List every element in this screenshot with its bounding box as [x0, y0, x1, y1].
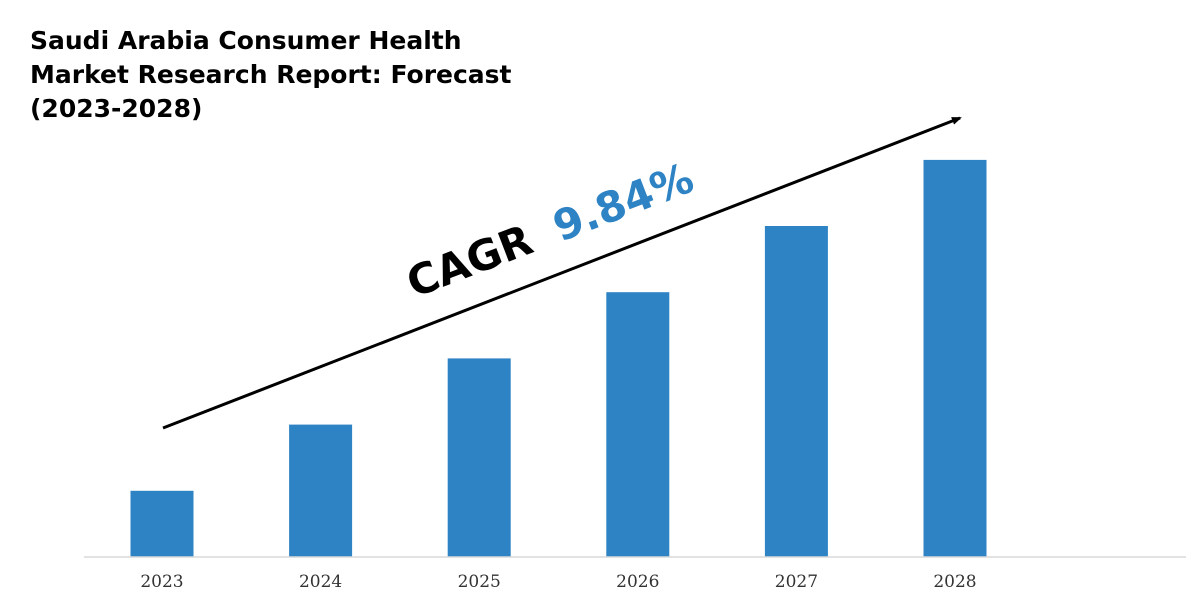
x-tick-label-2026: 2026 [616, 572, 659, 592]
x-tick-label-2023: 2023 [140, 572, 183, 592]
x-tick-labels: 2023 2024 2025 2026 2027 2028 [140, 572, 976, 592]
bars-group [130, 159, 987, 557]
trend-arrow [162, 116, 962, 430]
x-tick-label-2027: 2027 [775, 572, 818, 592]
chart-title: Saudi Arabia Consumer Health Market Rese… [30, 26, 512, 123]
x-tick-label-2025: 2025 [458, 572, 501, 592]
bar-2026 [606, 292, 670, 557]
bar-2024 [289, 424, 353, 557]
cagr-label: CAGR [400, 215, 539, 307]
bar-2028 [923, 159, 987, 557]
x-tick-label-2028: 2028 [933, 572, 976, 592]
cagr-value: 9.84% [546, 153, 700, 251]
cagr-annotation: CAGR 9.84% [400, 153, 700, 307]
bar-2025 [447, 358, 511, 557]
bar-2027 [764, 226, 828, 557]
bar-2023 [130, 490, 194, 557]
svg-text:CAGR 9.84%: CAGR 9.84% [400, 153, 700, 307]
x-tick-label-2024: 2024 [299, 572, 342, 592]
